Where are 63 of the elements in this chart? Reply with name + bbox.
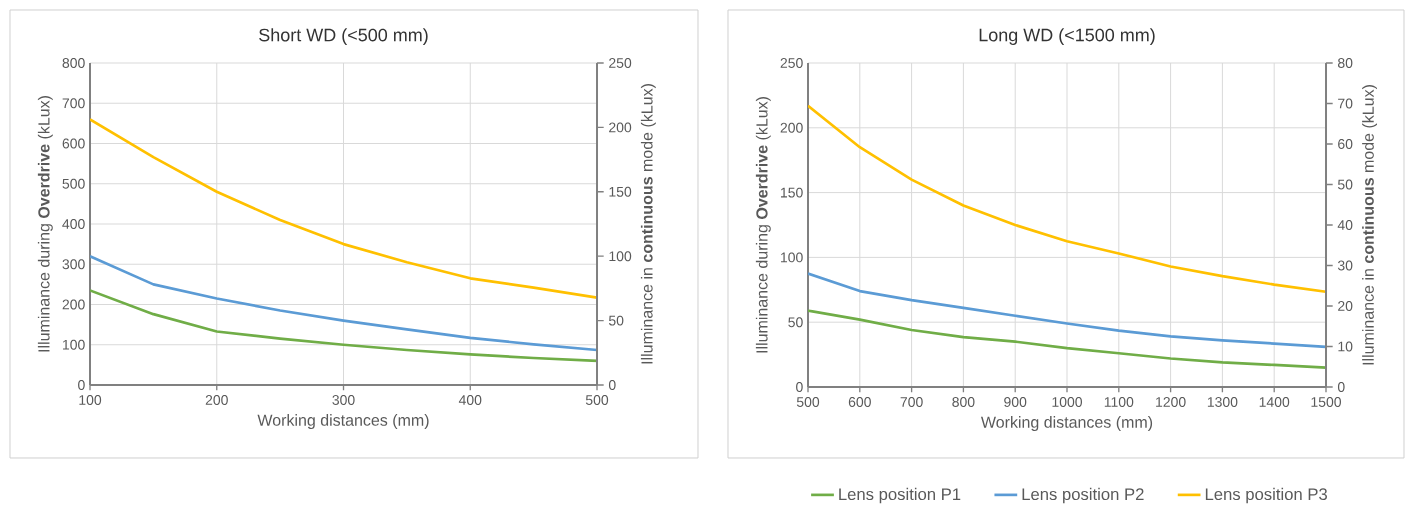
y2-axis-title: Illuminance in continuous mode (kLux) [640,84,656,364]
line-series [808,104,1326,294]
x-axis-title: Working distances (mm) [980,416,1153,432]
chart-title: Short WD (<500 mm) [259,28,428,45]
y2-tick-label: 0 [608,380,616,390]
y-axis-title: Illuminance during Overdrive (kLux) [755,97,771,353]
y-tick-label: 400 [62,219,85,229]
x-tick-label: 600 [848,397,871,407]
line-series [808,309,1326,369]
y-tick-label: 0 [796,382,803,392]
y-tick-label: 50 [788,317,803,328]
y-axis-title: Illuminance during Overdrive (kLux) [37,96,53,352]
x-tick-label: 1200 [1156,397,1186,407]
y2-tick-label: 50 [608,315,624,326]
y-tick-label: 150 [781,187,803,198]
x-axis-title: Working distances (mm) [257,414,429,430]
y2-tick-label: 250 [609,58,632,68]
y-tick-label: 100 [781,252,803,263]
x-tick-label: 500 [796,397,820,407]
y2-tick-label: 20 [1338,301,1353,311]
y-tick-label: 200 [62,299,85,310]
y2-tick-label: 0 [1337,382,1345,392]
chart-title: Long WD (<1500 mm) [979,28,1155,45]
y2-tick-label: 80 [1338,58,1353,68]
x-tick-label: 1000 [1052,397,1083,407]
x-tick-label: 1300 [1207,397,1238,407]
y-tick-label: 500 [62,178,85,189]
y2-tick-label: 150 [609,186,632,197]
y2-tick-label: 30 [1337,260,1353,271]
y-tick-label: 600 [62,138,85,149]
legend-label: Lens position P3 [1205,487,1327,504]
y-tick-label: 100 [63,339,85,350]
y2-tick-label: 100 [609,251,632,262]
y2-tick-label: 60 [1338,139,1353,149]
line-series [90,289,598,363]
line-series [90,118,598,299]
y2-tick-label: 10 [1338,341,1353,352]
x-tick-label: 1500 [1311,397,1342,407]
x-tick-label: 200 [205,395,228,405]
y-tick-label: 800 [62,58,85,68]
x-tick-label: 400 [458,395,482,405]
line-series [808,272,1326,349]
x-tick-label: 100 [79,395,102,405]
y2-tick-label: 50 [1337,179,1353,190]
y2-tick-label: 40 [1337,220,1353,230]
x-tick-label: 700 [900,397,923,407]
y2-tick-label: 70 [1338,98,1353,109]
x-tick-label: 300 [332,395,355,405]
legend-label: Lens position P2 [1022,487,1144,504]
x-tick-label: 800 [952,397,975,407]
y-tick-label: 300 [62,259,85,270]
x-tick-label: 1100 [1104,397,1134,407]
x-tick-label: 500 [585,395,609,405]
line-series [90,254,598,352]
y2-tick-label: 200 [609,122,632,133]
y-tick-label: 250 [780,58,803,68]
y-tick-label: 0 [78,380,85,390]
legend-label: Lens position P1 [839,487,961,504]
y-tick-label: 200 [780,122,803,133]
y-tick-label: 700 [62,98,85,109]
x-tick-label: 1400 [1259,397,1290,407]
x-tick-label: 900 [1004,397,1027,407]
y2-axis-title: Illuminance in continuous mode (kLux) [1362,85,1378,365]
